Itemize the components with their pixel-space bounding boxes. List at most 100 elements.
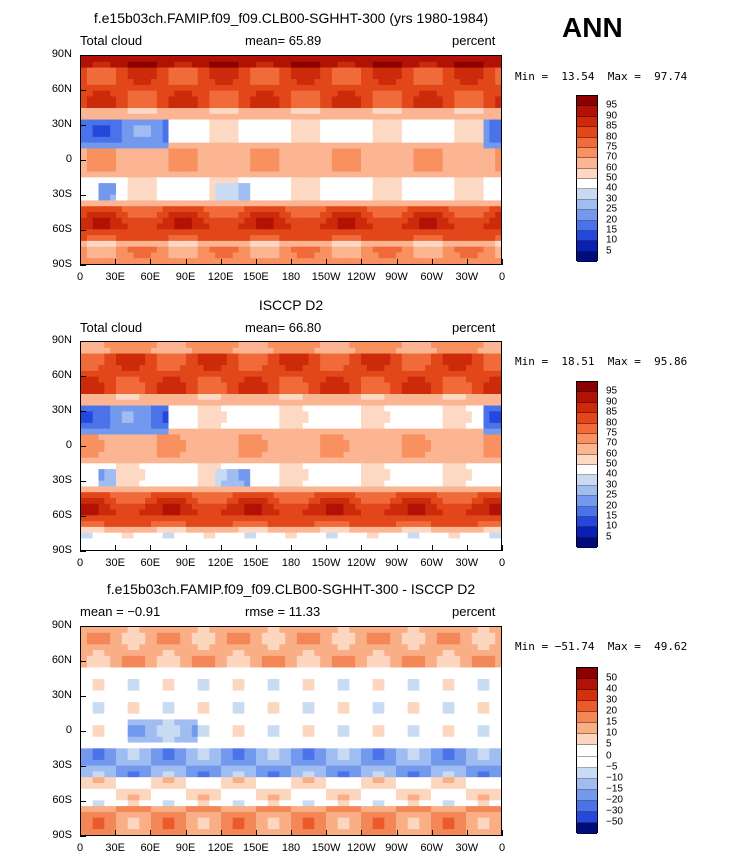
field-cell: [407, 79, 415, 86]
field-cell: [425, 463, 432, 470]
field-cell: [436, 160, 444, 167]
field-cell: [145, 394, 152, 401]
field-cell: [273, 223, 280, 230]
field-cell: [209, 108, 216, 115]
field-cell: [139, 235, 146, 242]
field-cell: [431, 463, 438, 470]
field-cell: [261, 509, 269, 516]
field-cell: [372, 252, 380, 259]
field-cell: [419, 492, 426, 499]
field-cell: [291, 67, 298, 74]
field-cell: [448, 108, 455, 115]
field-cell: [221, 347, 228, 355]
field-cell: [121, 258, 129, 264]
field-cell: [384, 154, 391, 161]
field-cell: [256, 498, 263, 505]
map-field: [81, 342, 501, 550]
field-cell: [320, 90, 327, 98]
field-cell: [121, 240, 129, 248]
field-cell: [378, 131, 385, 138]
field-cell: [145, 463, 152, 470]
field-cell: [86, 428, 94, 436]
map-obs: [80, 341, 502, 551]
field-cell: [127, 480, 135, 488]
field-cell: [92, 446, 100, 453]
field-cell: [331, 188, 339, 196]
field-cell: [361, 417, 368, 424]
field-cell: [413, 405, 420, 412]
field-cell: [401, 417, 409, 424]
field-cell: [320, 96, 327, 103]
field-cell: [250, 79, 257, 86]
field-cell: [250, 342, 257, 349]
field-cell: [436, 131, 444, 138]
field-cell: [226, 503, 234, 511]
field-cell: [390, 246, 397, 254]
field-cell: [401, 428, 409, 436]
field-cell: [460, 73, 467, 80]
field-cell: [431, 388, 438, 395]
field-cell: [471, 388, 479, 395]
field-cell: [407, 136, 415, 144]
field-cell: [226, 434, 234, 441]
field-cell: [174, 376, 181, 384]
field-cell: [116, 446, 123, 453]
field-cell: [407, 223, 415, 230]
field-cell: [291, 486, 298, 493]
field-cell: [151, 148, 158, 155]
field-cell: [308, 258, 315, 264]
field-cell: [366, 96, 374, 103]
field-cell: [151, 492, 158, 499]
field-cell: [285, 365, 292, 372]
field-cell: [203, 102, 210, 109]
field-cell: [378, 56, 385, 63]
field-cell: [460, 148, 467, 155]
field-cell: [261, 79, 269, 86]
field-cell: [279, 223, 286, 230]
field-cell: [349, 376, 356, 384]
field-cell: [366, 229, 374, 236]
field-cell: [162, 526, 170, 534]
field-cell: [110, 399, 117, 407]
field-cell: [104, 108, 111, 115]
field-cell: [203, 376, 210, 384]
field-cell: [168, 457, 175, 464]
field-cell: [116, 252, 123, 259]
field-cell: [337, 206, 345, 213]
field-cell: [250, 183, 257, 190]
field-cell: [273, 102, 280, 109]
field-cell: [372, 246, 380, 254]
field-cell: [127, 142, 135, 150]
field-cell: [372, 258, 380, 264]
field-cell: [390, 102, 397, 109]
field-cell: [168, 446, 175, 453]
field-cell: [425, 125, 432, 132]
field-cell: [133, 67, 140, 74]
field-cell: [267, 108, 275, 115]
field-cell: [448, 240, 455, 248]
field-cell: [221, 353, 228, 360]
field-cell: [413, 440, 420, 447]
field-cell: [366, 480, 374, 488]
field-cell: [326, 160, 333, 167]
field-cell: [168, 102, 175, 109]
field-cell: [355, 486, 362, 493]
field-cell: [390, 240, 397, 248]
field-cell: [250, 469, 257, 476]
field-cell: [495, 498, 501, 505]
field-cell: [186, 422, 193, 430]
field-cell: [384, 365, 391, 372]
field-cell: [337, 440, 345, 447]
field-cell: [139, 359, 146, 366]
field-cell: [442, 440, 450, 447]
field-cell: [454, 160, 461, 167]
field-cell: [302, 434, 310, 441]
field-cell: [197, 136, 205, 144]
field-cell: [110, 480, 117, 488]
field-cell: [209, 113, 216, 121]
field-cell: [302, 183, 310, 190]
field-cell: [413, 223, 420, 230]
field-cell: [372, 206, 380, 213]
field-cell: [203, 84, 210, 92]
field-cell: [296, 382, 304, 389]
